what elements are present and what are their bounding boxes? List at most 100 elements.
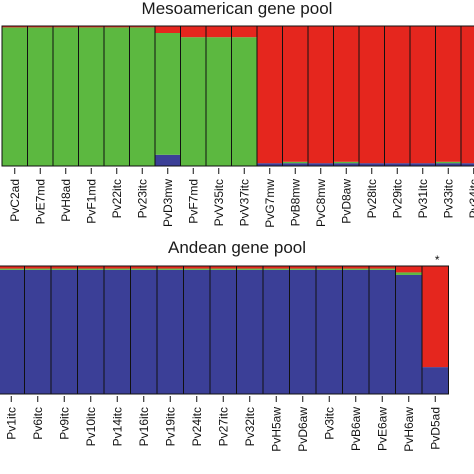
bar-0-18-segment-2: [461, 26, 474, 164]
bar-0-14-segment-0: [359, 163, 385, 166]
bar-0-11-segment-2: [282, 26, 308, 162]
tick-label-0-18: Pv34itc: [467, 179, 474, 218]
bar-0-11-segment-0: [282, 163, 308, 166]
tick-label-1-8: Pv27itc: [216, 407, 230, 446]
bar-0-15-segment-0: [384, 163, 410, 166]
tick-label-0-0: PvC2ad: [8, 179, 22, 222]
bar-0-3-segment-2: [78, 26, 104, 28]
mesoamerican-title: Mesoamerican gene pool: [141, 0, 333, 18]
bar-1-4-segment-1: [104, 268, 131, 270]
bar-0-10-segment-0: [257, 163, 283, 166]
bar-0-1-segment-1: [27, 27, 53, 167]
tick-label-0-8: PvV35itc: [212, 179, 226, 226]
bar-1-14-segment-0: [369, 269, 396, 394]
bar-1-2-segment-0: [51, 269, 78, 394]
tick-label-1-9: Pv32itc: [243, 407, 257, 446]
bar-1-1-segment-1: [24, 268, 51, 270]
tick-label-1-3: Pv10itc: [84, 407, 98, 446]
tick-label-0-16: Pv31itc: [416, 179, 430, 218]
bar-1-13-segment-2: [342, 266, 369, 269]
tick-label-0-2: PvH8ad: [59, 179, 73, 222]
bar-0-6-segment-2: [155, 26, 181, 33]
bar-1-11-segment-2: [289, 266, 316, 269]
bar-1-15-segment-1: [395, 272, 422, 275]
tick-label-1-16: PvD5ad: [428, 407, 442, 450]
tick-label-0-11: PvB8mw: [288, 179, 302, 227]
bar-0-11-segment-1: [282, 161, 308, 164]
bar-0-8-segment-1: [206, 37, 232, 167]
bar-0-8-segment-2: [206, 26, 232, 38]
bar-1-9-segment-1: [236, 268, 263, 270]
bar-1-11-segment-1: [289, 268, 316, 270]
bar-1-10-segment-2: [263, 266, 290, 269]
bar-1-4-segment-0: [104, 269, 131, 394]
tick-label-0-17: Pv33itc: [441, 179, 455, 218]
bar-0-0-segment-2: [2, 26, 28, 28]
tick-label-0-14: Pv28itc: [365, 179, 379, 218]
bar-1-12-segment-1: [316, 268, 343, 270]
tick-label-0-7: PvF7md: [186, 179, 200, 224]
bar-0-16-segment-0: [410, 163, 436, 166]
annotation-star: *: [435, 253, 440, 267]
tick-label-0-10: PvG7mw: [263, 179, 277, 228]
bar-1-11-segment-0: [289, 269, 316, 394]
bar-1-16-segment-2: [422, 266, 449, 368]
bar-0-7-segment-1: [180, 37, 206, 167]
bar-1-12-segment-2: [316, 266, 343, 269]
bar-0-16-segment-2: [410, 26, 436, 164]
bar-1-14-segment-2: [369, 266, 396, 269]
bar-1-12-segment-0: [316, 269, 343, 394]
bar-0-5-segment-1: [129, 27, 155, 167]
bar-1-1-segment-2: [24, 266, 51, 269]
bar-1-2-segment-1: [51, 268, 78, 270]
bar-0-13-segment-2: [333, 26, 359, 162]
tick-label-0-13: PvD8aw: [339, 179, 353, 224]
bar-1-10-segment-1: [263, 268, 290, 270]
bar-1-0-segment-1: [0, 268, 25, 270]
bar-1-13-segment-0: [342, 269, 369, 394]
bar-1-6-segment-0: [157, 269, 184, 394]
tick-label-1-6: Pv19itc: [163, 407, 177, 446]
tick-label-0-3: PvF1md: [84, 179, 98, 224]
bar-1-8-segment-2: [210, 266, 237, 269]
bar-0-9-segment-2: [231, 26, 257, 38]
bar-0-17-segment-1: [435, 161, 461, 164]
bar-0-17-segment-2: [435, 26, 461, 162]
bar-1-6-segment-2: [157, 266, 184, 269]
tick-label-1-10: PvH5aw: [269, 407, 283, 452]
bar-1-8-segment-0: [210, 269, 237, 394]
tick-label-0-4: Pv22itc: [110, 179, 124, 218]
bar-1-5-segment-0: [130, 269, 157, 394]
tick-label-1-5: Pv16itc: [137, 407, 151, 446]
bar-1-16-outline: [421, 265, 449, 395]
tick-label-1-2: Pv9itc: [57, 407, 71, 440]
bar-1-7-segment-0: [183, 269, 210, 394]
bar-1-10-segment-0: [263, 269, 290, 394]
bar-1-15-segment-2: [395, 266, 422, 273]
bar-1-7-segment-1: [183, 268, 210, 270]
tick-label-1-12: Pv3itc: [322, 407, 336, 440]
bar-0-4-segment-1: [104, 27, 130, 167]
bar-1-4-segment-2: [104, 266, 131, 269]
andean-title: Andean gene pool: [167, 238, 307, 257]
bar-1-9-segment-0: [236, 269, 263, 394]
bar-1-7-segment-2: [183, 266, 210, 269]
tick-label-1-4: Pv14itc: [110, 407, 124, 446]
bar-1-8-segment-1: [210, 268, 237, 270]
tick-label-1-13: PvB6aw: [349, 407, 363, 451]
bar-0-4-segment-2: [104, 26, 130, 28]
bar-0-12-segment-0: [308, 163, 334, 166]
tick-label-0-5: Pv23itc: [135, 179, 149, 218]
bar-0-17-segment-0: [435, 163, 461, 166]
bar-0-7-segment-2: [180, 26, 206, 38]
tick-label-1-1: Pv6itc: [31, 407, 45, 440]
bar-0-18-segment-0: [461, 163, 474, 166]
bar-1-5-segment-2: [130, 266, 157, 269]
bar-0-15-segment-2: [384, 26, 410, 164]
bar-0-14-segment-2: [359, 26, 385, 164]
bar-0-6-segment-1: [155, 33, 181, 155]
bar-1-0-segment-0: [0, 269, 25, 394]
bar-1-0-segment-2: [0, 266, 25, 269]
bar-1-3-segment-1: [77, 268, 104, 270]
